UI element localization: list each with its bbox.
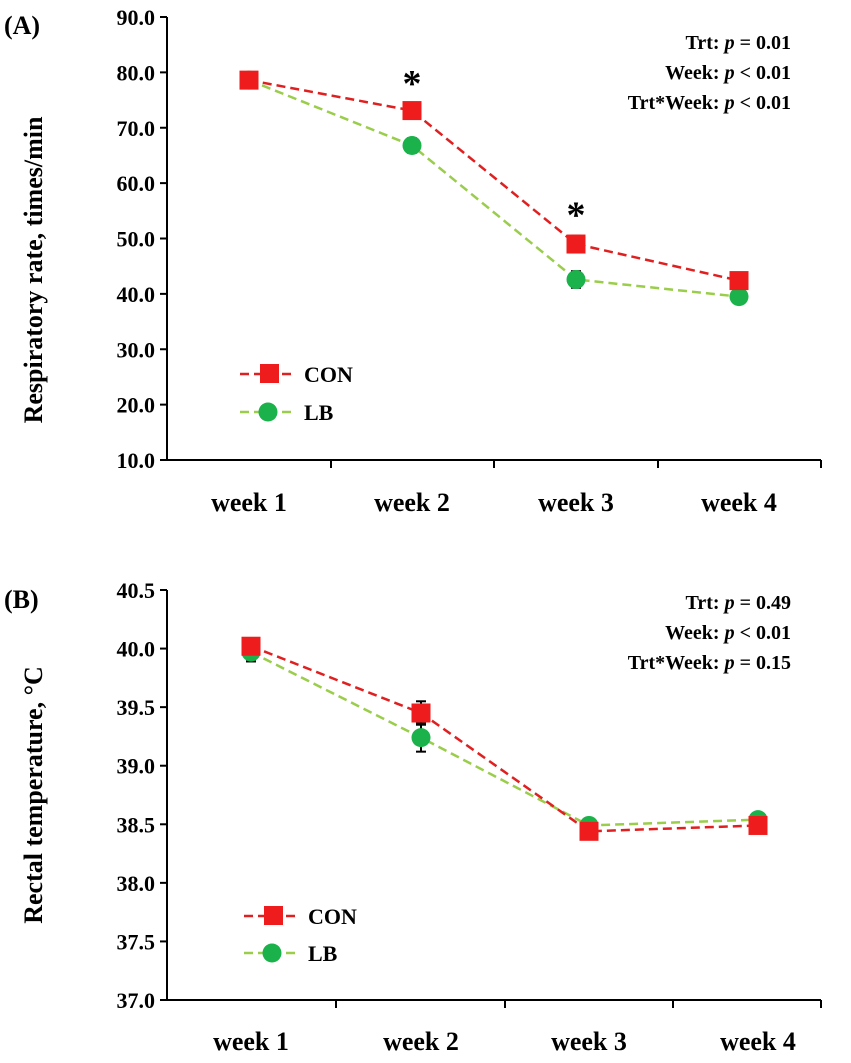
legend-con-marker [260, 364, 279, 383]
legend-lb-marker [262, 943, 282, 963]
point-lb [566, 269, 586, 289]
stat-p: p [723, 622, 735, 644]
panel-a-stats: Trt: p = 0.01 Week: p < 0.01 Trt*Week: p… [628, 32, 791, 114]
point-con [566, 234, 586, 254]
x-tick-label: week 4 [720, 1027, 796, 1056]
panel-b-y-ticks: 37.0 37.5 38.0 38.5 39.0 39.5 40.0 40.5 [117, 578, 167, 1013]
stat-p: p [723, 652, 735, 674]
stat-value: < 0.01 [740, 62, 791, 84]
x-tick-label: week 2 [374, 488, 450, 517]
panel-a-significance: ** [403, 63, 586, 237]
stat-name: Trt*Week: [628, 652, 720, 674]
y-tick-label: 10.0 [117, 448, 156, 473]
series-line-con [250, 645, 759, 833]
y-tick-label: 70.0 [117, 116, 156, 141]
x-tick-label: week 3 [538, 488, 614, 517]
legend-lb-label: LB [304, 400, 334, 425]
y-tick-label: 39.5 [117, 695, 156, 720]
panel-b-legend: CON LB [244, 904, 357, 966]
y-tick-label: 50.0 [117, 227, 156, 252]
x-tick-label: week 3 [551, 1027, 627, 1056]
panel-a-series [239, 70, 749, 307]
point-con [579, 821, 599, 841]
panel-b-stat-week: Week: p < 0.01 [665, 622, 791, 644]
panel-a-legend: CON LB [240, 362, 353, 425]
significance-star: * [403, 63, 422, 105]
point-con [729, 271, 749, 291]
panel-a-x-ticks: week 1 week 2 week 3 week 4 [211, 460, 822, 517]
y-tick-label: 40.0 [117, 637, 156, 662]
x-tick-label: week 4 [701, 488, 777, 517]
x-tick-label: week 1 [213, 1027, 289, 1056]
panel-b-stats: Trt: p = 0.49 Week: p < 0.01 Trt*Week: p… [628, 592, 791, 674]
point-con [411, 703, 431, 723]
x-tick-label: week 1 [211, 488, 287, 517]
panel-a-y-ticks: 10.0 20.0 30.0 40.0 50.0 60.0 70.0 80.0 90.0 [117, 5, 167, 473]
stat-name: Trt: [686, 32, 720, 54]
point-con [241, 636, 261, 656]
panel-b-x-ticks: week 1 week 2 week 3 week 4 [213, 1000, 822, 1056]
y-tick-label: 40.0 [117, 282, 156, 307]
panel-a-stat-trt-week: Trt*Week: p < 0.01 [628, 92, 791, 114]
y-tick-label: 38.0 [117, 871, 156, 896]
stat-p: p [723, 32, 735, 54]
stat-value: = 0.49 [740, 592, 791, 614]
panel-b: (B) Rectal temperature, °C 37.037.538.03… [4, 578, 822, 1056]
y-tick-label: 38.5 [117, 812, 156, 837]
stat-value: = 0.01 [740, 32, 791, 54]
panel-a-y-axis-label: Respiratory rate, times/min [19, 116, 48, 423]
stat-name: Week: [665, 62, 719, 84]
stat-value: < 0.01 [740, 622, 791, 644]
y-tick-label: 37.0 [117, 988, 156, 1013]
y-tick-label: 80.0 [117, 60, 156, 85]
stat-value: = 0.15 [740, 652, 791, 674]
stat-name: Trt*Week: [628, 92, 720, 114]
point-lb [402, 135, 422, 155]
legend-lb-label: LB [308, 941, 338, 966]
y-tick-label: 40.5 [117, 578, 156, 603]
panel-b-stat-trt-week: Trt*Week: p = 0.15 [628, 652, 791, 674]
point-lb [411, 728, 431, 748]
legend-con-label: CON [304, 362, 353, 387]
panel-a-stat-week: Week: p < 0.01 [665, 62, 791, 84]
panel-b-series [241, 636, 768, 841]
panel-a: (A) Respiratory rate, times/min 10.0 20.0… [4, 5, 822, 517]
stat-value: < 0.01 [740, 92, 791, 114]
significance-star: * [567, 195, 586, 237]
y-tick-label: 20.0 [117, 393, 156, 418]
legend-lb-marker [258, 402, 278, 422]
point-con [239, 70, 259, 90]
stat-p: p [723, 92, 735, 114]
panel-b-label: (B) [4, 585, 39, 614]
x-tick-label: week 2 [383, 1027, 459, 1056]
legend-con-marker [264, 906, 283, 925]
stat-name: Trt: [686, 592, 720, 614]
series-line-con [248, 78, 740, 282]
panel-b-y-axis-label: Rectal temperature, °C [19, 666, 48, 924]
panel-b-stat-trt: Trt: p = 0.49 [686, 592, 791, 614]
stat-p: p [723, 592, 735, 614]
y-tick-label: 37.5 [117, 929, 156, 954]
y-tick-label: 60.0 [117, 171, 156, 196]
series-line-lb [248, 78, 740, 298]
y-tick-label: 30.0 [117, 337, 156, 362]
y-tick-label: 90.0 [117, 5, 156, 30]
legend-con-label: CON [308, 904, 357, 929]
point-con [402, 101, 422, 121]
stat-p: p [723, 62, 735, 84]
panel-a-stat-trt: Trt: p = 0.01 [686, 32, 791, 54]
point-con [748, 815, 768, 835]
stat-name: Week: [665, 622, 719, 644]
y-tick-label: 39.0 [117, 754, 156, 779]
point-lb [729, 287, 749, 307]
panel-a-label: (A) [4, 11, 40, 40]
series-line-lb [250, 650, 759, 827]
